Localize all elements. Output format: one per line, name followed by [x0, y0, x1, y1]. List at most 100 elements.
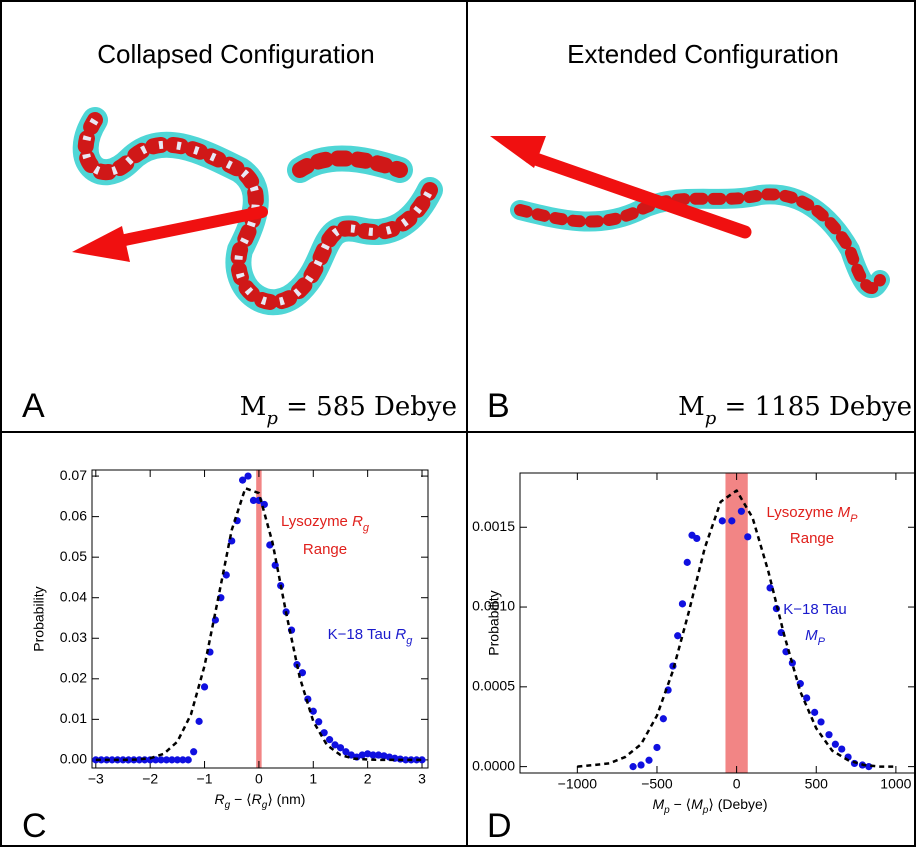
molecule-atoms: [81, 117, 434, 307]
x-axis-label: Mp − ⟨Mp⟩ (Debye): [652, 796, 767, 816]
data-point: [200, 683, 209, 691]
fit-curve: [577, 489, 896, 768]
data-point: [298, 669, 307, 677]
data-point: [683, 558, 691, 566]
y-tick-label: 0.0010: [472, 598, 515, 614]
x-tick-label: −2: [142, 771, 158, 787]
text-part: g: [363, 522, 370, 534]
dipole-arrow: [104, 206, 268, 249]
panel-label: D: [487, 807, 512, 845]
text-part: ⟩ (Debye): [708, 796, 767, 812]
data-point: [108, 756, 116, 764]
data-point: [244, 472, 252, 480]
data-point: [179, 756, 187, 764]
y-tick-label: 0.00: [60, 751, 87, 767]
data-point: [402, 756, 410, 764]
dipole-arrowhead: [490, 136, 546, 168]
y-tick-label: 0.06: [60, 507, 87, 523]
y-axis-label: Probability: [31, 586, 47, 651]
data-point: [325, 736, 334, 744]
panel-title: Collapsed Configuration: [97, 39, 375, 69]
text-part: Lysozyme: [281, 513, 352, 530]
y-tick-label: 0.01: [60, 710, 87, 726]
x-tick-label: 0: [255, 771, 263, 787]
dipole-arrow: [523, 150, 752, 239]
text-part: g: [406, 635, 413, 647]
plot-frame: [91, 469, 429, 769]
data-point: [659, 715, 667, 723]
data-point: [380, 752, 388, 760]
data-point: [838, 745, 846, 753]
fit-curve: [95, 486, 423, 762]
data-point: [811, 708, 819, 716]
y-tick-label: 0.05: [60, 548, 87, 564]
annotation: K−18 Tau: [783, 601, 847, 618]
data-point: [364, 750, 372, 758]
text-part: M: [652, 796, 664, 812]
x-tick-label: 1000: [880, 776, 911, 792]
data-point: [728, 517, 736, 525]
data-point: [831, 740, 839, 748]
data-point: [817, 718, 825, 726]
text-part: p: [266, 408, 278, 429]
x-tick-label: −1: [197, 771, 213, 787]
panel-label: B: [487, 387, 510, 425]
annotation: Range: [303, 541, 347, 558]
x-tick-label: 3: [418, 771, 426, 787]
text-part: M: [240, 392, 267, 422]
annotation: MP: [805, 627, 826, 648]
y-tick-label: 0.0000: [472, 757, 515, 773]
data-point: [124, 756, 133, 764]
text-part: R: [352, 513, 363, 530]
data-point: [653, 743, 661, 752]
text-part: M: [805, 627, 818, 644]
text-part: Range: [790, 530, 834, 547]
data-point: [168, 756, 176, 764]
range-band: [256, 470, 262, 768]
data-point: [342, 748, 350, 756]
data-point: [315, 718, 323, 726]
y-tick-label: 0.04: [60, 588, 87, 604]
data-point: [744, 533, 752, 541]
x-tick-label: −3: [88, 771, 104, 787]
x-tick-label: 0: [733, 776, 741, 792]
text-part: g: [262, 800, 268, 811]
text-part: Lysozyme: [767, 504, 838, 521]
data-point: [222, 571, 230, 579]
y-tick-label: 0.07: [60, 467, 87, 483]
data-point: [358, 751, 366, 759]
data-point: [336, 744, 345, 752]
data-point: [369, 751, 377, 759]
data-point: [195, 717, 203, 725]
data-point: [173, 756, 181, 764]
molecule-image: [490, 136, 890, 298]
data-point: [674, 632, 682, 640]
x-tick-label: −500: [641, 776, 673, 792]
data-point: [374, 751, 383, 759]
data-point: [162, 756, 171, 764]
panel-label: A: [22, 387, 45, 425]
data-point: [737, 507, 745, 515]
data-point: [320, 729, 328, 737]
data-point: [331, 741, 339, 749]
annotation: Lysozyme MP: [767, 504, 859, 525]
y-tick-label: 0.0005: [472, 678, 515, 694]
panel-title: Extended Configuration: [567, 39, 839, 69]
data-point: [718, 517, 726, 525]
text-part: − ⟨: [670, 796, 691, 812]
text-part: R: [215, 791, 225, 807]
y-tick-label: 0.02: [60, 670, 87, 686]
text-part: M: [838, 504, 851, 521]
range-band: [725, 473, 748, 773]
data-point: [637, 761, 645, 769]
data-point: [645, 756, 653, 764]
y-axis-label: Probability: [486, 590, 502, 655]
y-tick-label: 0.0015: [472, 518, 515, 534]
molecule-body: [510, 184, 890, 298]
dipole-moment: Mp = 585 Debye: [240, 392, 457, 429]
x-tick-label: 500: [805, 776, 829, 792]
text-part: R: [252, 791, 262, 807]
text-part: K−18 Tau: [328, 626, 396, 643]
x-tick-label: 2: [364, 771, 372, 787]
